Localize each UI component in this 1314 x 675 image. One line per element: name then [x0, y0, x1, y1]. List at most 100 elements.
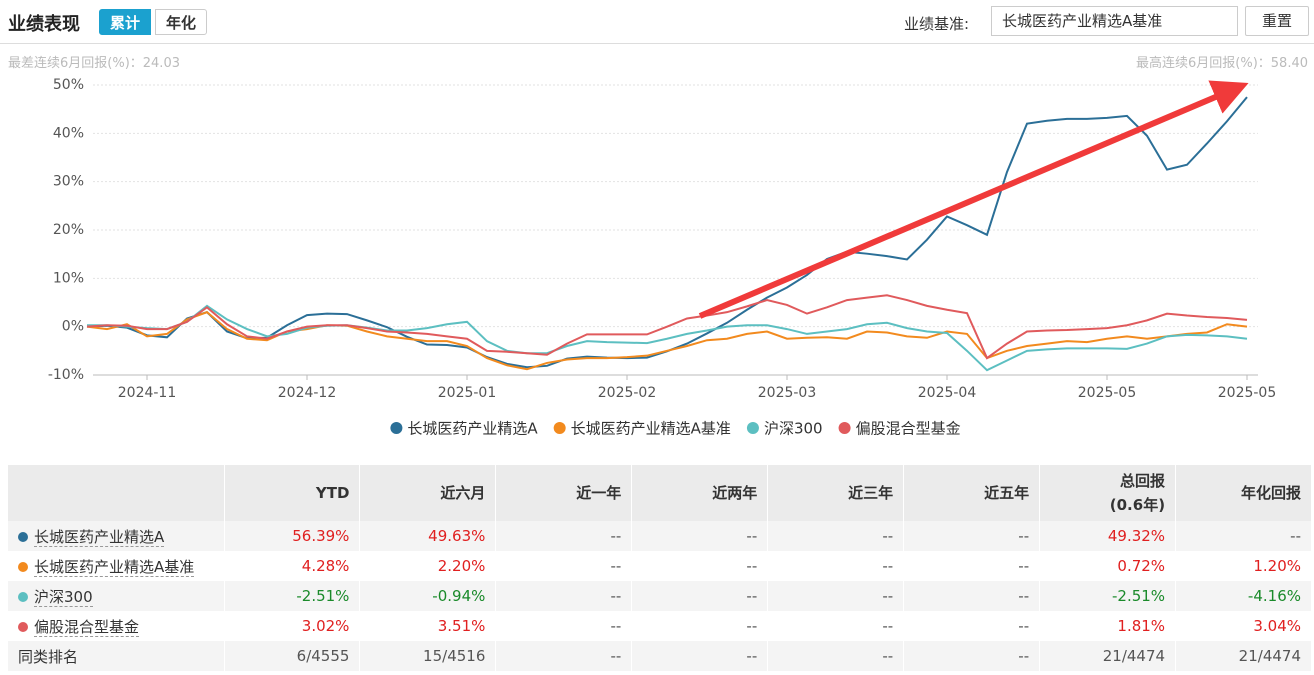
legend-label: 沪深300	[764, 420, 823, 438]
table-cell: --	[495, 641, 633, 671]
table-cell: --	[767, 521, 905, 551]
table-cell: -2.51%	[1039, 581, 1177, 611]
table-cell: 0.72%	[1039, 551, 1177, 581]
benchmark-input[interactable]: 长城医药产业精选A基准	[991, 6, 1238, 36]
column-header: 近五年	[903, 465, 1041, 521]
table-cell: --	[631, 641, 769, 671]
y-tick-label: 10%	[53, 270, 84, 286]
row-dot	[18, 531, 28, 542]
table-cell: --	[903, 521, 1041, 551]
legend-label: 长城医药产业精选A基准	[571, 420, 731, 438]
legend: 长城医药产业精选A 长城医药产业精选A基准 沪深300 偏股混合型基金	[390, 420, 961, 438]
benchmark-label: 业绩基准:	[904, 15, 970, 33]
legend-item: 偏股混合型基金	[838, 420, 961, 438]
header-text: (0.6年)	[1109, 496, 1166, 514]
x-tick-label: 2024-11	[118, 385, 177, 401]
legend-label: 长城医药产业精选A	[407, 420, 538, 438]
table-cell: --	[495, 611, 633, 641]
column-header: 近六月	[359, 465, 497, 521]
column-header: 近一年	[495, 465, 633, 521]
table-cell: 49.32%	[1039, 521, 1177, 551]
y-tick-label: 40%	[53, 125, 84, 141]
header-text: 近五年	[984, 484, 1030, 502]
table-cell: 15/4516	[359, 641, 497, 671]
row-label: 同类排名	[18, 647, 79, 666]
trend-arrow	[698, 80, 1249, 319]
returns-table: YTD 近六月 近一年 近两年 近三年 近五年 总回报 (0.6年) 年化回报长城医药产业精选A…	[8, 465, 1312, 671]
table-cell: 21/4474	[1039, 641, 1177, 671]
series-line	[86, 294, 1248, 360]
row-name: 同类排名	[8, 641, 225, 671]
header-text: 年化回报	[1240, 484, 1301, 502]
table-cell: --	[903, 551, 1041, 581]
reset-button[interactable]: 重置	[1245, 6, 1309, 36]
table-cell: -2.51%	[224, 581, 361, 611]
row-dot	[18, 621, 28, 632]
table-cell: 2.20%	[359, 551, 497, 581]
x-tick-label: 2024-12	[278, 385, 337, 401]
y-tick-label: 0%	[62, 319, 84, 335]
legend-label: 偏股混合型基金	[856, 420, 961, 438]
table-cell: 4.28%	[224, 551, 361, 581]
row-label: 长城医药产业精选A	[34, 527, 165, 547]
x-tick-label: 2025-05	[1078, 385, 1137, 401]
table-cell: --	[903, 611, 1041, 641]
table-cell: -0.94%	[359, 581, 497, 611]
best-stat: 最高连续6月回报(%)：58.40	[1136, 56, 1308, 71]
table-cell: 49.63%	[359, 521, 497, 551]
legend-swatch	[553, 422, 566, 434]
column-header: 近两年	[631, 465, 769, 521]
legend-item: 长城医药产业精选A	[390, 420, 538, 438]
table-row: 同类排名 6/4555 15/4516 -- -- -- -- 21/4474 21/4474	[8, 641, 1312, 671]
column-header: 近三年	[767, 465, 905, 521]
tab-cumulative[interactable]: 累计	[99, 9, 152, 35]
legend-item: 沪深300	[746, 420, 823, 438]
table-cell: 56.39%	[224, 521, 361, 551]
header-text: 近三年	[848, 484, 894, 502]
row-dot	[18, 591, 28, 602]
y-tick-label: 30%	[53, 174, 84, 190]
row-name: 偏股混合型基金	[8, 611, 225, 641]
y-tick-label: 50%	[53, 77, 84, 93]
row-name: 长城医药产业精选A基准	[8, 551, 225, 581]
table-cell: 3.02%	[224, 611, 361, 641]
table-cell: --	[631, 581, 769, 611]
table-cell: --	[903, 641, 1041, 671]
legend-swatch	[838, 422, 851, 434]
table-cell: --	[495, 551, 633, 581]
table-cell: --	[631, 521, 769, 551]
tab-annualized[interactable]: 年化	[155, 9, 208, 35]
table-cell: 21/4474	[1175, 641, 1312, 671]
row-label: 长城医药产业精选A基准	[34, 557, 195, 577]
row-label: 沪深300	[34, 587, 93, 607]
table-row: 长城医药产业精选A基准 4.28% 2.20% -- -- -- -- 0.72% 1.20%	[8, 551, 1312, 581]
legend-swatch	[390, 422, 403, 434]
y-tick-label: 20%	[53, 222, 84, 238]
header-empty	[8, 465, 225, 521]
worst-stat: 最差连续6月回报(%)：24.03	[8, 56, 180, 71]
table-cell: --	[767, 611, 905, 641]
table-cell: 6/4555	[224, 641, 361, 671]
row-name: 沪深300	[8, 581, 225, 611]
row-name: 长城医药产业精选A	[8, 521, 225, 551]
table-cell: --	[631, 611, 769, 641]
table-cell: --	[631, 551, 769, 581]
divider	[0, 43, 1314, 44]
column-header: 年化回报	[1175, 465, 1312, 521]
table-cell: 3.04%	[1175, 611, 1312, 641]
table-cell: --	[767, 641, 905, 671]
y-tick-label: -10%	[48, 367, 84, 383]
x-tick-label: 2025-02	[598, 385, 657, 401]
table-cell: --	[1175, 521, 1312, 551]
row-dot	[18, 561, 28, 572]
table-cell: --	[767, 581, 905, 611]
series-line	[86, 311, 1248, 371]
table-cell: --	[495, 521, 633, 551]
x-tick-label: 2025-01	[438, 385, 497, 401]
x-tick-label: 2025-05	[1218, 385, 1277, 401]
header-text: 近两年	[712, 484, 758, 502]
header-text: 总回报	[1120, 472, 1166, 490]
legend-swatch	[746, 422, 759, 434]
column-header: YTD	[224, 465, 361, 521]
